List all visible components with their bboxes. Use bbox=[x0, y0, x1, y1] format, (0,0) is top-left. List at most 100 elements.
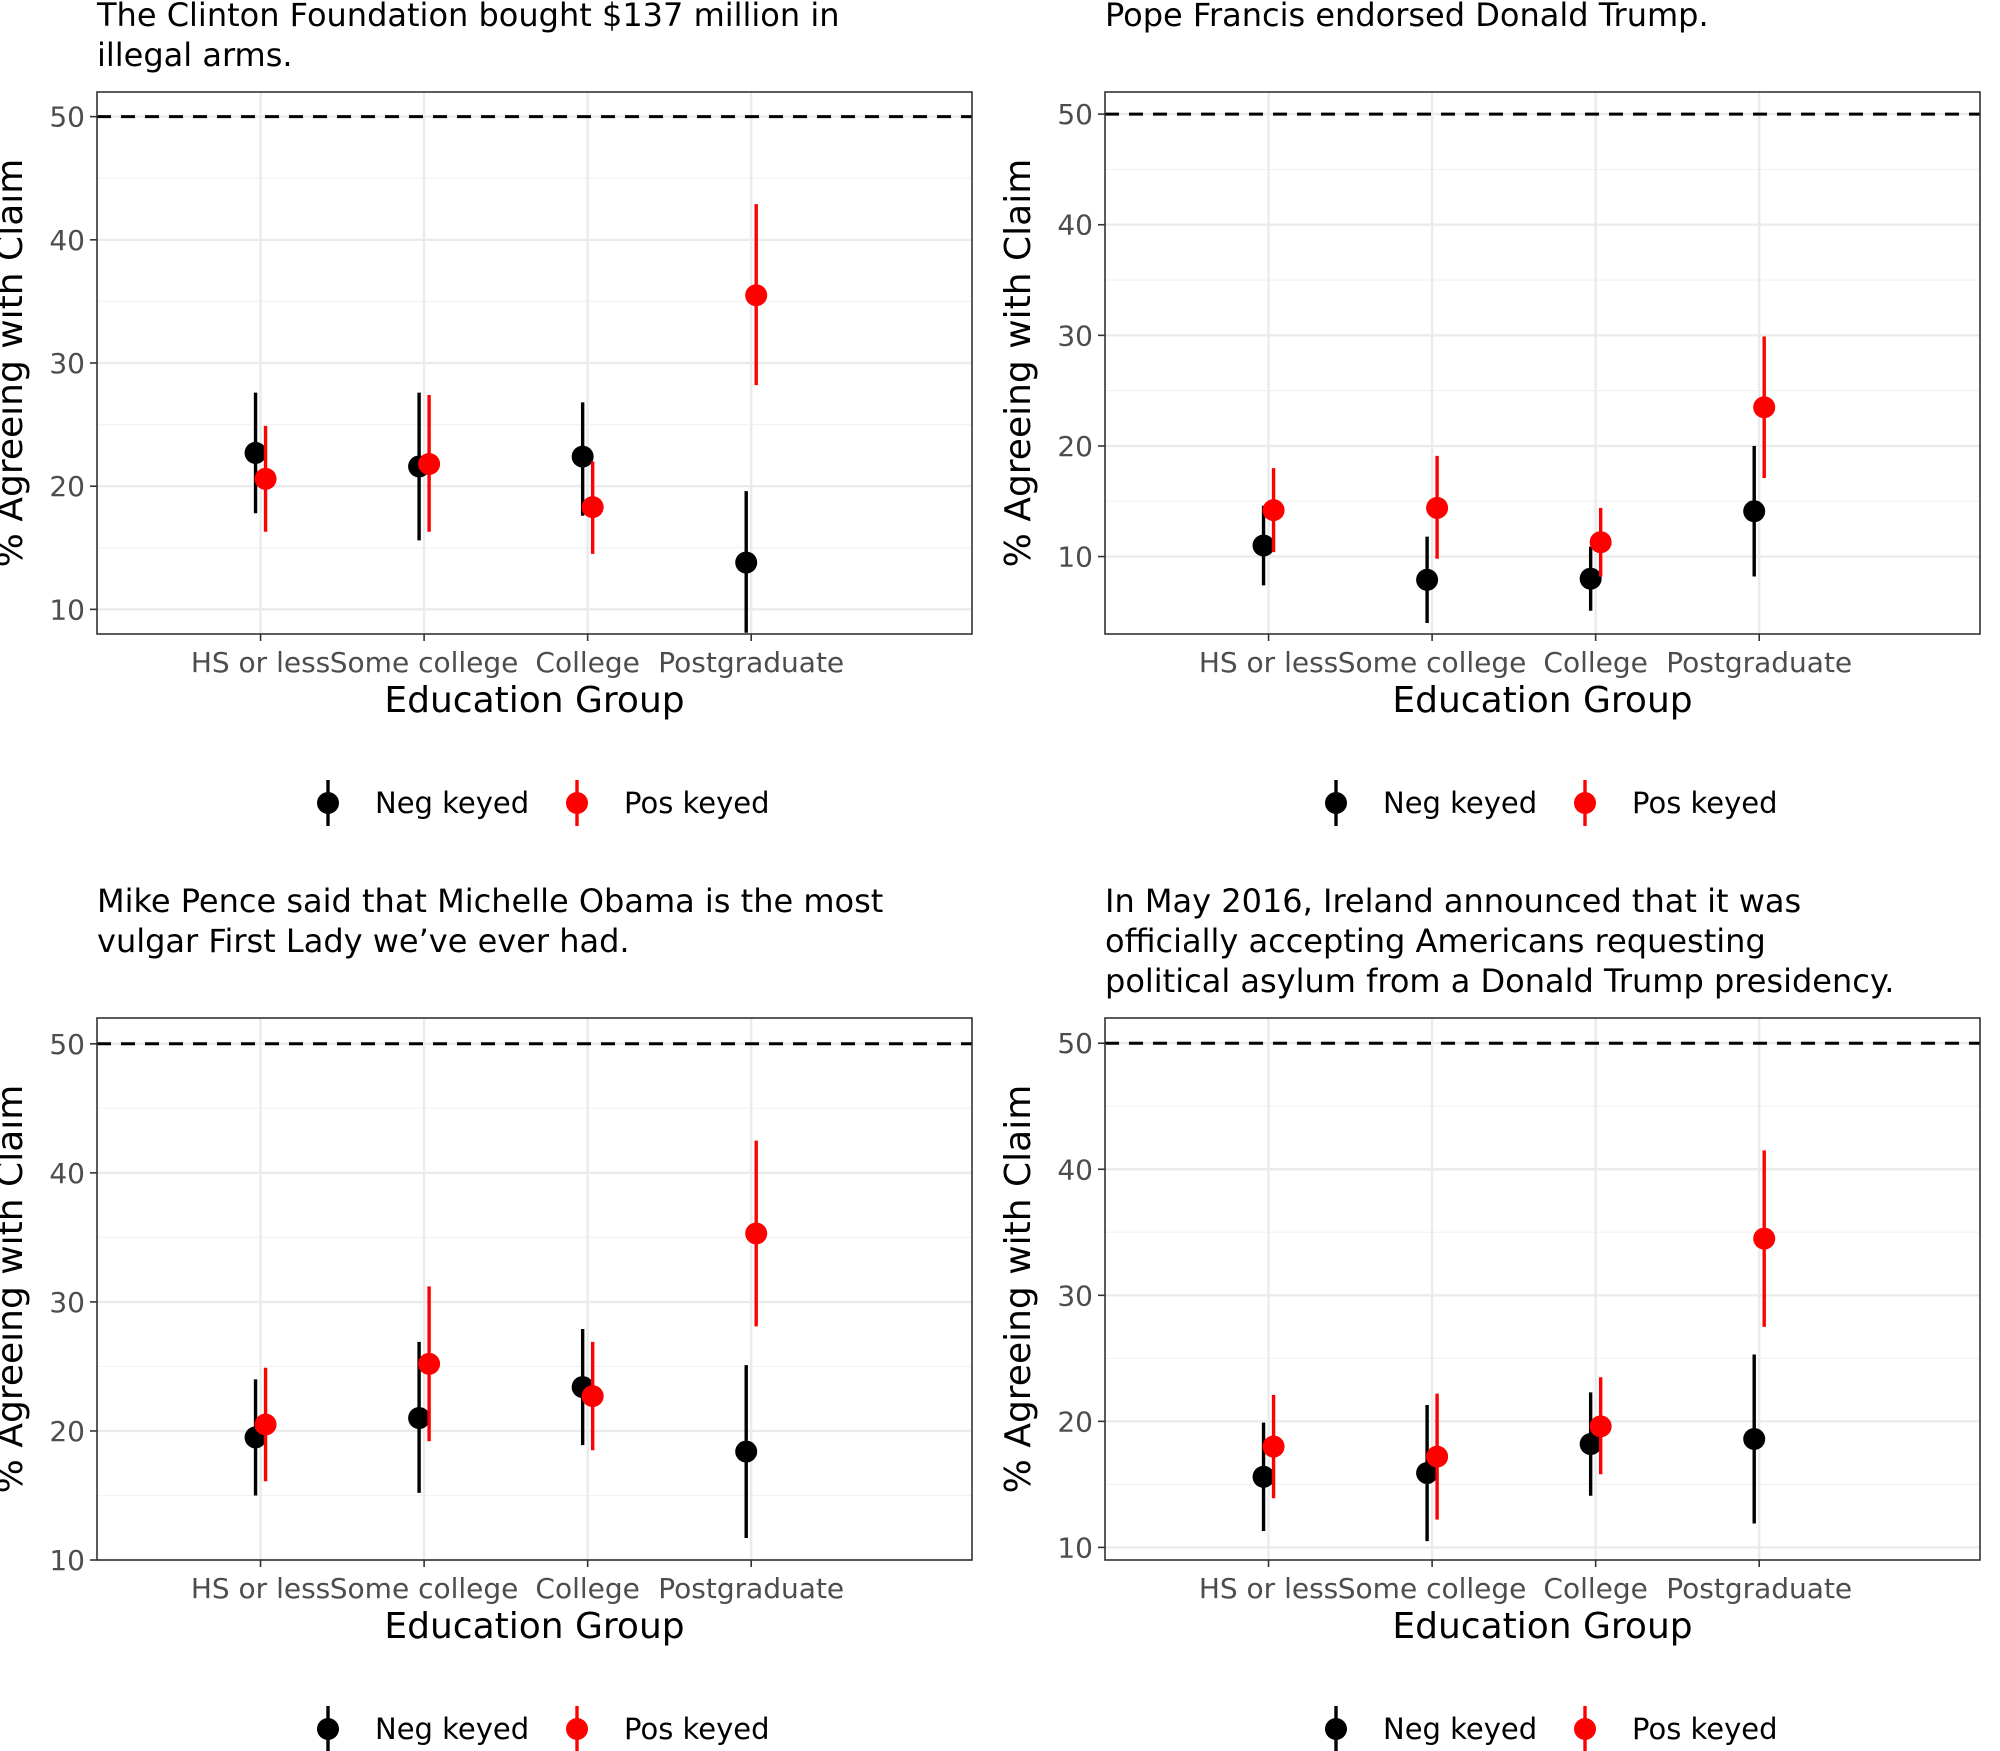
data-point bbox=[745, 1222, 768, 1245]
data-point bbox=[418, 1352, 441, 1375]
plot-frame bbox=[96, 91, 973, 635]
data-point bbox=[408, 1407, 431, 1430]
y-axis-title: % Agreeing with Claim bbox=[0, 159, 31, 568]
data-point bbox=[244, 441, 267, 464]
y-tick-label: 50 bbox=[49, 101, 85, 134]
x-tick-label: HS or less bbox=[191, 646, 330, 679]
x-tick-label: HS or less bbox=[191, 1572, 330, 1605]
legend-key-point bbox=[1574, 792, 1596, 814]
panel-title: political asylum from a Donald Trump pre… bbox=[1105, 962, 1894, 1000]
legend: Neg keyed Pos keyed bbox=[1325, 780, 1778, 826]
legend-key-point bbox=[317, 1718, 339, 1740]
data-point bbox=[581, 1385, 604, 1408]
plot-frame bbox=[1104, 91, 1981, 635]
legend-label: Pos keyed bbox=[624, 1712, 770, 1746]
chart-panel-4: In May 2016, Ireland announced that it w… bbox=[998, 882, 1981, 1751]
data-point bbox=[735, 1440, 758, 1463]
y-tick-label: 10 bbox=[1057, 541, 1093, 574]
x-tick-label: College bbox=[1543, 646, 1647, 679]
x-axis-title: Education Group bbox=[1392, 1606, 1692, 1647]
data-point bbox=[571, 445, 594, 468]
legend: Neg keyed Pos keyed bbox=[317, 780, 770, 826]
y-tick-label: 40 bbox=[49, 224, 85, 257]
data-point bbox=[745, 284, 768, 307]
x-tick-label: Postgraduate bbox=[658, 1572, 844, 1605]
y-tick-label: 30 bbox=[1057, 1279, 1093, 1312]
x-tick-label: College bbox=[1543, 1572, 1647, 1605]
y-axis-title: % Agreeing with Claim bbox=[998, 1085, 1039, 1494]
data-point bbox=[581, 496, 604, 519]
data-point bbox=[1579, 567, 1602, 590]
legend-label: Neg keyed bbox=[375, 786, 529, 820]
legend-key-point bbox=[566, 792, 588, 814]
plot-frame bbox=[96, 1017, 973, 1561]
data-point bbox=[1426, 496, 1449, 519]
x-tick-label: Some college bbox=[330, 646, 519, 679]
data-point bbox=[735, 551, 758, 574]
x-tick-label: Postgraduate bbox=[658, 646, 844, 679]
data-point bbox=[1753, 396, 1776, 419]
x-tick-label: College bbox=[535, 1572, 639, 1605]
y-tick-label: 20 bbox=[1057, 430, 1093, 463]
y-axis-title: % Agreeing with Claim bbox=[998, 159, 1039, 568]
x-tick-label: HS or less bbox=[1199, 646, 1338, 679]
y-tick-label: 50 bbox=[1057, 1027, 1093, 1060]
legend-key-point bbox=[1325, 792, 1347, 814]
legend-label: Neg keyed bbox=[1383, 1712, 1537, 1746]
data-point bbox=[418, 453, 441, 476]
data-point bbox=[1743, 500, 1766, 523]
legend-label: Neg keyed bbox=[1383, 786, 1537, 820]
y-tick-label: 10 bbox=[49, 593, 85, 626]
panel-title: illegal arms. bbox=[97, 36, 293, 74]
data-point bbox=[1252, 1465, 1275, 1488]
x-tick-label: Postgraduate bbox=[1666, 1572, 1852, 1605]
y-tick-label: 30 bbox=[1057, 319, 1093, 352]
legend-key-point bbox=[566, 1718, 588, 1740]
legend-label: Pos keyed bbox=[1632, 1712, 1778, 1746]
y-tick-label: 40 bbox=[1057, 1153, 1093, 1186]
y-tick-label: 30 bbox=[49, 1286, 85, 1319]
y-tick-label: 30 bbox=[49, 347, 85, 380]
chart-panel-3: Mike Pence said that Michelle Obama is t… bbox=[0, 882, 973, 1751]
y-tick-label: 20 bbox=[1057, 1405, 1093, 1438]
legend-label: Neg keyed bbox=[375, 1712, 529, 1746]
x-tick-label: College bbox=[535, 646, 639, 679]
y-tick-label: 40 bbox=[49, 1157, 85, 1190]
data-point bbox=[1252, 534, 1275, 557]
data-point bbox=[254, 467, 277, 490]
legend-label: Pos keyed bbox=[1632, 786, 1778, 820]
panel-title: In May 2016, Ireland announced that it w… bbox=[1105, 882, 1801, 920]
y-tick-label: 40 bbox=[1057, 209, 1093, 242]
data-point bbox=[1262, 1435, 1285, 1458]
x-tick-label: HS or less bbox=[1199, 1572, 1338, 1605]
data-point bbox=[1753, 1227, 1776, 1250]
y-tick-label: 10 bbox=[49, 1544, 85, 1577]
data-point bbox=[1416, 1462, 1439, 1485]
x-tick-label: Some college bbox=[1338, 646, 1527, 679]
data-point bbox=[1426, 1445, 1449, 1468]
panel-title: Mike Pence said that Michelle Obama is t… bbox=[97, 882, 883, 920]
data-point bbox=[1579, 1433, 1602, 1456]
x-axis-title: Education Group bbox=[1392, 680, 1692, 721]
y-tick-label: 20 bbox=[49, 1415, 85, 1448]
y-axis-title: % Agreeing with Claim bbox=[0, 1085, 31, 1494]
y-tick-label: 20 bbox=[49, 470, 85, 503]
legend-key-point bbox=[317, 792, 339, 814]
x-tick-label: Postgraduate bbox=[1666, 646, 1852, 679]
panel-title: officially accepting Americans requestin… bbox=[1105, 922, 1766, 960]
data-point bbox=[1589, 531, 1612, 554]
legend: Neg keyed Pos keyed bbox=[1325, 1706, 1778, 1751]
chart-panel-1: The Clinton Foundation bought $137 milli… bbox=[0, 0, 973, 826]
x-axis-title: Education Group bbox=[384, 1606, 684, 1647]
legend-key-point bbox=[1574, 1718, 1596, 1740]
x-axis-title: Education Group bbox=[384, 680, 684, 721]
data-point bbox=[1262, 499, 1285, 522]
y-tick-label: 50 bbox=[49, 1028, 85, 1061]
legend-label: Pos keyed bbox=[624, 786, 770, 820]
panel-title: Pope Francis endorsed Donald Trump. bbox=[1105, 0, 1709, 34]
data-point bbox=[1743, 1427, 1766, 1450]
data-point bbox=[254, 1413, 277, 1436]
data-point bbox=[1416, 568, 1439, 591]
y-tick-label: 50 bbox=[1057, 98, 1093, 131]
